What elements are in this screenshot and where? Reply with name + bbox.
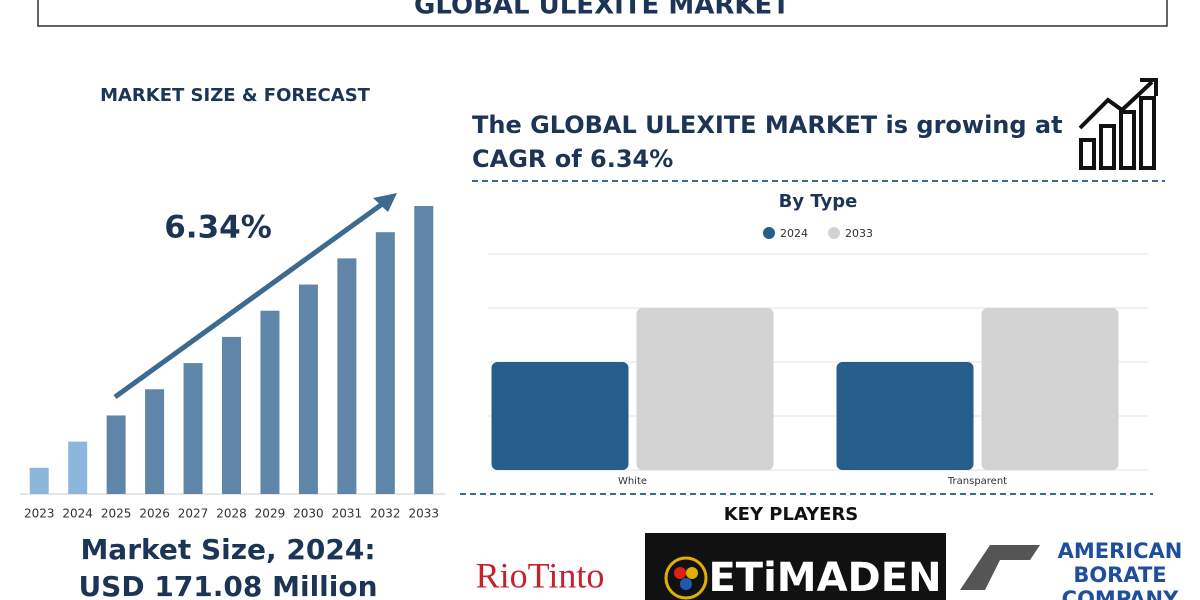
trend-arrow	[113, 199, 387, 400]
bar	[981, 308, 1119, 470]
right-chart-title: By Type	[779, 191, 858, 212]
bar	[414, 206, 434, 494]
x-tick-label: 2029	[255, 507, 286, 521]
logo: COMPANY	[1062, 587, 1179, 600]
x-tick-label: 2025	[101, 507, 132, 521]
x-tick-label: White	[618, 476, 647, 487]
bar	[836, 362, 974, 470]
legend-label: 2024	[780, 227, 808, 240]
logo-icon	[680, 578, 692, 590]
legend-label: 2033	[845, 227, 873, 240]
bar	[260, 310, 280, 494]
bar	[68, 441, 88, 494]
bar	[183, 363, 203, 494]
bar	[375, 232, 395, 494]
bar	[491, 362, 629, 470]
left-chart-title: MARKET SIZE & FORECAST	[100, 85, 371, 106]
growth-icon	[1078, 78, 1158, 170]
logo-icon	[960, 545, 1040, 590]
logo-box	[645, 533, 946, 600]
x-tick-label: Transparent	[947, 476, 1007, 487]
page-title: GLOBAL ULEXITE MARKET	[414, 0, 790, 21]
market-size-value: USD 171.08 Million	[78, 570, 377, 600]
legend-swatch	[828, 227, 840, 239]
x-tick-label: 2031	[332, 507, 363, 521]
legend-swatch	[763, 227, 775, 239]
headline: The GLOBAL ULEXITE MARKET is growing at …	[472, 111, 1063, 173]
x-tick-label: 2024	[62, 507, 93, 521]
logo: ETiMADEN	[708, 555, 941, 600]
logo-icon	[686, 567, 698, 579]
x-tick-label: 2026	[139, 507, 170, 521]
bar	[106, 415, 126, 494]
bar	[298, 284, 318, 494]
x-tick-label: 2027	[178, 507, 209, 521]
bar	[29, 467, 49, 494]
logo: AMERICAN	[1058, 539, 1183, 563]
x-tick-label: 2030	[293, 507, 324, 521]
bar	[636, 308, 774, 470]
x-tick-label: 2033	[408, 507, 439, 521]
cagr-annotation: 6.34%	[164, 210, 272, 246]
logo-icon	[664, 556, 708, 600]
bar	[145, 389, 165, 494]
market-size-label: Market Size, 2024:	[80, 533, 375, 566]
arrow-head	[373, 193, 397, 212]
x-tick-label: 2032	[370, 507, 401, 521]
key-players-title: KEY PLAYERS	[724, 504, 859, 525]
title-box	[37, 0, 1168, 27]
bar	[222, 336, 241, 494]
bar	[337, 258, 357, 494]
x-tick-label: 2023	[24, 507, 55, 521]
logo-icon	[674, 567, 686, 579]
logo: RioTinto	[476, 555, 605, 595]
x-tick-label: 2028	[216, 507, 247, 521]
logo: BORATE	[1073, 563, 1166, 587]
